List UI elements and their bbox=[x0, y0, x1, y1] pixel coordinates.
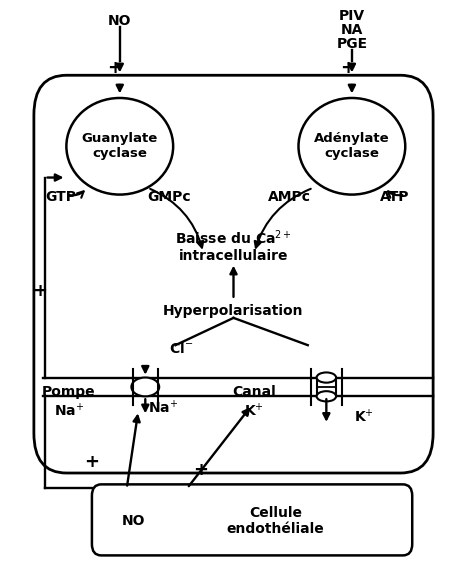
Text: +: + bbox=[32, 282, 48, 300]
Text: NA: NA bbox=[341, 23, 363, 37]
Text: Canal
K$^{+}$: Canal K$^{+}$ bbox=[233, 385, 276, 419]
Text: +: + bbox=[107, 59, 123, 78]
Text: Hyperpolarisation: Hyperpolarisation bbox=[163, 304, 304, 318]
Ellipse shape bbox=[298, 98, 405, 195]
Text: +: + bbox=[193, 461, 208, 479]
Ellipse shape bbox=[317, 391, 336, 401]
FancyBboxPatch shape bbox=[92, 484, 412, 556]
Text: Baisse du Ca$^{2+}$
intracellulaire: Baisse du Ca$^{2+}$ intracellulaire bbox=[175, 228, 292, 263]
Text: Cl$^{-}$: Cl$^{-}$ bbox=[169, 340, 193, 356]
Text: Pompe
Na$^{+}$: Pompe Na$^{+}$ bbox=[42, 385, 96, 419]
Ellipse shape bbox=[66, 98, 173, 195]
Text: AMPc: AMPc bbox=[268, 190, 311, 204]
Text: Cellule
endothéliale: Cellule endothéliale bbox=[226, 506, 324, 536]
Text: PGE: PGE bbox=[336, 37, 368, 51]
Text: +: + bbox=[85, 453, 99, 471]
FancyBboxPatch shape bbox=[34, 75, 433, 473]
Text: +: + bbox=[340, 59, 355, 78]
Text: Guanylate
cyclase: Guanylate cyclase bbox=[82, 132, 158, 160]
Text: PIV: PIV bbox=[339, 9, 365, 23]
Bar bbox=[317, 377, 336, 396]
Text: ATP: ATP bbox=[381, 190, 410, 204]
Ellipse shape bbox=[317, 372, 336, 383]
Text: GMPc: GMPc bbox=[148, 190, 191, 204]
Text: NO: NO bbox=[108, 14, 132, 29]
Ellipse shape bbox=[131, 377, 159, 396]
Text: K$^{+}$: K$^{+}$ bbox=[354, 408, 374, 425]
Text: Adénylate
cyclase: Adénylate cyclase bbox=[314, 132, 389, 160]
Text: Na$^{+}$: Na$^{+}$ bbox=[148, 399, 178, 416]
Text: GTP: GTP bbox=[45, 190, 77, 204]
Text: NO: NO bbox=[122, 514, 145, 528]
